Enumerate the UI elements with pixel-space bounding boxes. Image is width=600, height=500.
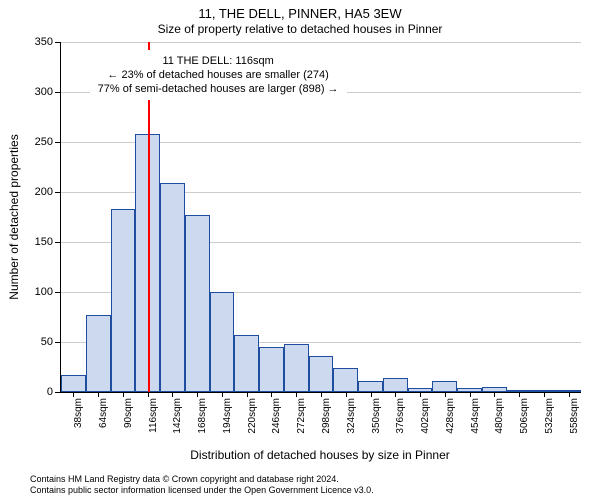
x-tick (371, 392, 372, 397)
histogram-bar (259, 347, 284, 392)
x-tick (271, 392, 272, 397)
x-tick-label: 324sqm (346, 398, 357, 434)
chart-container: 11, THE DELL, PINNER, HA5 3EW Size of pr… (0, 0, 600, 500)
histogram-bar (284, 344, 309, 392)
x-tick (148, 392, 149, 397)
histogram-bar (160, 183, 185, 392)
histogram-bar (234, 335, 259, 392)
x-tick (346, 392, 347, 397)
x-tick-label: 220sqm (247, 398, 258, 434)
x-tick-label: 194sqm (222, 398, 233, 434)
x-tick-label: 168sqm (197, 398, 208, 434)
x-tick (296, 392, 297, 397)
annotation-line-0: 11 THE DELL: 116sqm (98, 54, 339, 68)
histogram-bar (185, 215, 210, 392)
x-tick (569, 392, 570, 397)
footer-line-2: Contains public sector information licen… (30, 485, 590, 496)
x-tick (445, 392, 446, 397)
x-tick-label: 376sqm (395, 398, 406, 434)
y-tick-label: 250 (35, 136, 61, 148)
chart-subtitle: Size of property relative to detached ho… (0, 22, 600, 36)
y-tick-label: 100 (35, 286, 61, 298)
y-tick-label: 0 (47, 386, 61, 398)
histogram-bar (210, 292, 235, 392)
x-tick (494, 392, 495, 397)
y-tick-label: 350 (35, 36, 61, 48)
histogram-bar (111, 209, 136, 392)
histogram-bar (358, 381, 383, 392)
x-tick-label: 90sqm (123, 398, 134, 428)
x-tick (98, 392, 99, 397)
chart-title: 11, THE DELL, PINNER, HA5 3EW (0, 6, 600, 21)
x-tick-label: 480sqm (494, 398, 505, 434)
x-tick (420, 392, 421, 397)
annotation-line-1: ← 23% of detached houses are smaller (27… (98, 68, 339, 82)
x-tick (519, 392, 520, 397)
x-tick-label: 64sqm (98, 398, 109, 428)
x-tick (73, 392, 74, 397)
annotation-line-2: 77% of semi-detached houses are larger (… (98, 82, 339, 96)
footer-attribution: Contains HM Land Registry data © Crown c… (30, 474, 590, 496)
histogram-bar (61, 375, 86, 392)
x-tick-label: 142sqm (172, 398, 183, 434)
x-tick (197, 392, 198, 397)
x-tick-label: 116sqm (148, 398, 159, 433)
x-tick-label: 350sqm (371, 398, 382, 434)
x-tick-label: 506sqm (519, 398, 530, 434)
histogram-bar (432, 381, 457, 392)
histogram-bar (309, 356, 334, 392)
y-tick-label: 200 (35, 186, 61, 198)
x-tick-label: 428sqm (445, 398, 456, 434)
x-tick (470, 392, 471, 397)
x-tick (247, 392, 248, 397)
histogram-bar (86, 315, 111, 392)
annotation-box: 11 THE DELL: 116sqm← 23% of detached hou… (90, 50, 347, 101)
x-tick-label: 558sqm (569, 398, 580, 434)
x-tick-label: 298sqm (321, 398, 332, 434)
x-tick-label: 246sqm (271, 398, 282, 434)
y-tick-label: 50 (41, 336, 61, 348)
x-tick (544, 392, 545, 397)
footer-line-1: Contains HM Land Registry data © Crown c… (30, 474, 590, 485)
y-axis-label: Number of detached properties (7, 134, 21, 299)
x-tick (321, 392, 322, 397)
x-axis-label: Distribution of detached houses by size … (60, 448, 580, 462)
x-tick (222, 392, 223, 397)
x-tick (172, 392, 173, 397)
x-tick-label: 532sqm (544, 398, 555, 434)
x-tick-label: 454sqm (470, 398, 481, 434)
x-tick-label: 38sqm (73, 398, 84, 428)
grid-line (61, 42, 581, 43)
histogram-bar (383, 378, 408, 392)
x-tick (395, 392, 396, 397)
histogram-bar (333, 368, 358, 392)
x-tick-label: 402sqm (420, 398, 431, 434)
y-tick-label: 150 (35, 236, 61, 248)
y-tick-label: 300 (35, 86, 61, 98)
x-tick (123, 392, 124, 397)
x-tick-label: 272sqm (296, 398, 307, 434)
plot-area: 05010015020025030035038sqm64sqm90sqm116s… (60, 42, 581, 393)
